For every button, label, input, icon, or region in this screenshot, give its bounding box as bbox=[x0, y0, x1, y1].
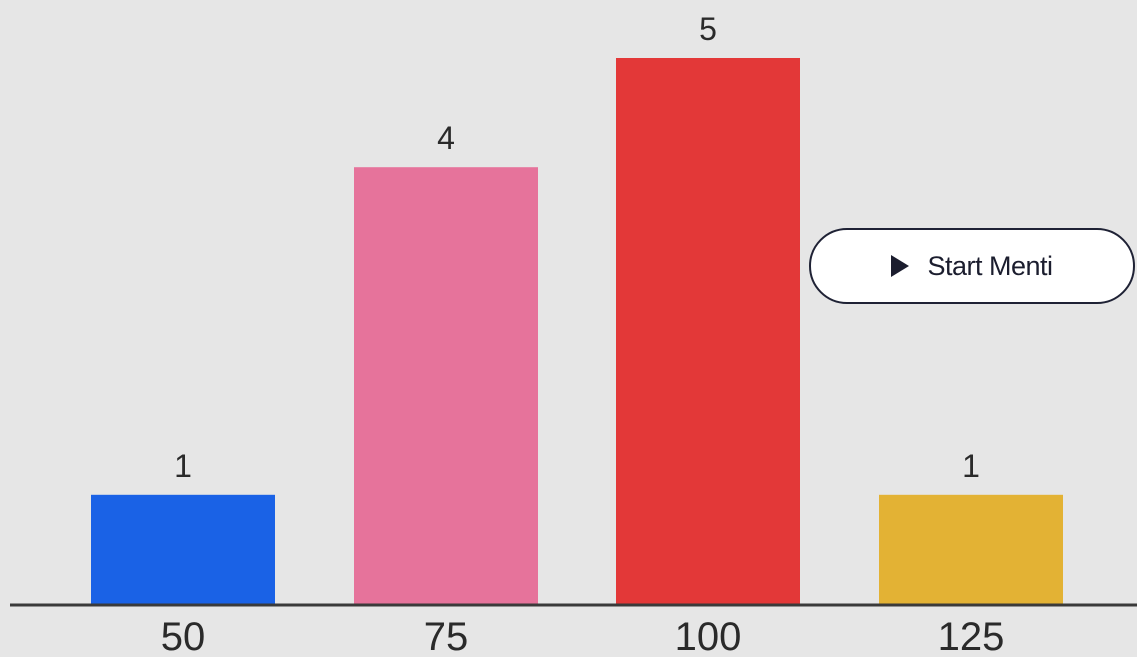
data-label-50: 1 bbox=[174, 448, 192, 484]
bar-100 bbox=[616, 58, 800, 604]
x-tick-label-50: 50 bbox=[161, 615, 206, 657]
x-tick-label-125: 125 bbox=[938, 615, 1005, 657]
data-label-75: 4 bbox=[437, 120, 455, 156]
start-menti-button[interactable]: Start Menti bbox=[809, 228, 1135, 304]
start-menti-label: Start Menti bbox=[927, 250, 1053, 281]
data-label-100: 5 bbox=[699, 11, 717, 47]
bar-125 bbox=[879, 494, 1063, 604]
x-tick-label-100: 100 bbox=[675, 615, 742, 657]
data-label-125: 1 bbox=[962, 448, 980, 484]
x-tick-label-75: 75 bbox=[424, 615, 469, 657]
bar-75 bbox=[354, 167, 538, 604]
bar-50 bbox=[91, 494, 275, 604]
play-icon bbox=[891, 255, 910, 277]
